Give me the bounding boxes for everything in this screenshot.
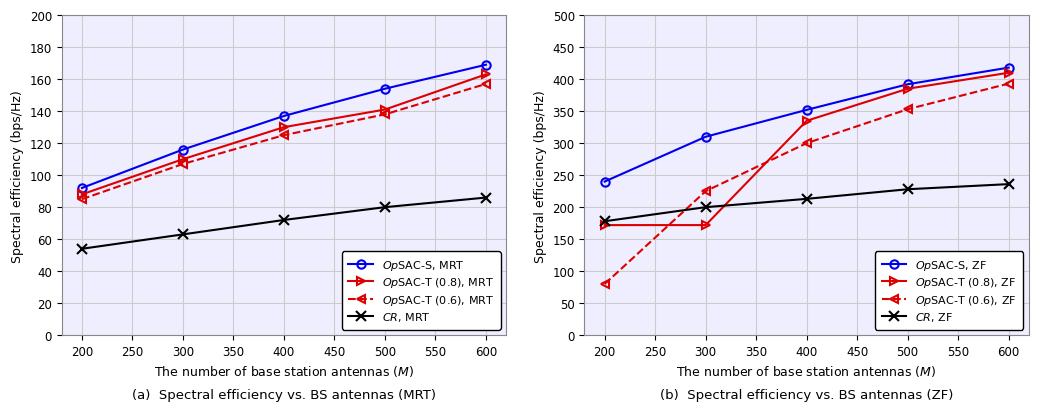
$\it{CR}$, MRT: [76, 247, 88, 252]
$\it{OpSAC}$$\it{-T}$ (0.8), MRT: [76, 192, 88, 197]
$\it{OpSAC}$$\it{-T}$ (0.6), MRT: [278, 133, 290, 138]
$\it{OpSAC}$$\it{-S}$, MRT: [379, 87, 391, 92]
$\it{OpSAC}$$\it{-T}$ (0.6), MRT: [76, 197, 88, 202]
Y-axis label: Spectral efficiency (bps/Hz): Spectral efficiency (bps/Hz): [11, 90, 24, 262]
Line: $\it{OpSAC}$$\it{-T}$ (0.8), MRT: $\it{OpSAC}$$\it{-T}$ (0.8), MRT: [78, 71, 490, 199]
$\it{OpSAC}$$\it{-S}$, MRT: [278, 114, 290, 119]
$\it{OpSAC}$$\it{-T}$ (0.8), MRT: [379, 108, 391, 113]
$\it{OpSAC}$$\it{-T}$ (0.6), MRT: [177, 162, 189, 167]
X-axis label: The number of base station antennas ($M$): The number of base station antennas ($M$…: [676, 364, 937, 379]
Legend: $\it{Op}$SAC-S, MRT, $\it{Op}$SAC-T (0.8), MRT, $\it{Op}$SAC-T (0.6), MRT, $\it{: $\it{Op}$SAC-S, MRT, $\it{Op}$SAC-T (0.8…: [342, 252, 500, 330]
$\it{OpSAC}$$\it{-T}$ (0.8), MRT: [479, 73, 492, 78]
$\it{OpSAC}$$\it{-T}$ (0.6), MRT: [379, 112, 391, 117]
Line: $\it{OpSAC}$$\it{-T}$ (0.6), MRT: $\it{OpSAC}$$\it{-T}$ (0.6), MRT: [78, 81, 490, 204]
Y-axis label: Spectral efficiency (bps/Hz): Spectral efficiency (bps/Hz): [534, 90, 547, 262]
Line: $\it{CR}$, MRT: $\it{CR}$, MRT: [77, 193, 491, 254]
$\it{CR}$, MRT: [479, 196, 492, 200]
$\it{OpSAC}$$\it{-S}$, MRT: [177, 148, 189, 153]
$\it{CR}$, MRT: [379, 205, 391, 210]
Text: (a)  Spectral efficiency vs. BS antennas (MRT): (a) Spectral efficiency vs. BS antennas …: [132, 388, 436, 401]
$\it{OpSAC}$$\it{-S}$, MRT: [479, 63, 492, 68]
$\it{OpSAC}$$\it{-S}$, MRT: [76, 186, 88, 191]
Legend: $\it{Op}$SAC-S, ZF, $\it{Op}$SAC-T (0.8), ZF, $\it{Op}$SAC-T (0.6), ZF, $\it{CR}: $\it{Op}$SAC-S, ZF, $\it{Op}$SAC-T (0.8)…: [876, 252, 1023, 330]
$\it{OpSAC}$$\it{-T}$ (0.8), MRT: [177, 157, 189, 162]
$\it{OpSAC}$$\it{-T}$ (0.6), MRT: [479, 82, 492, 87]
$\it{CR}$, MRT: [177, 232, 189, 237]
Text: (b)  Spectral efficiency vs. BS antennas (ZF): (b) Spectral efficiency vs. BS antennas …: [660, 388, 954, 401]
X-axis label: The number of base station antennas ($M$): The number of base station antennas ($M$…: [154, 364, 414, 379]
Line: $\it{OpSAC}$$\it{-S}$, MRT: $\it{OpSAC}$$\it{-S}$, MRT: [78, 61, 490, 193]
$\it{OpSAC}$$\it{-T}$ (0.8), MRT: [278, 126, 290, 130]
$\it{CR}$, MRT: [278, 218, 290, 223]
